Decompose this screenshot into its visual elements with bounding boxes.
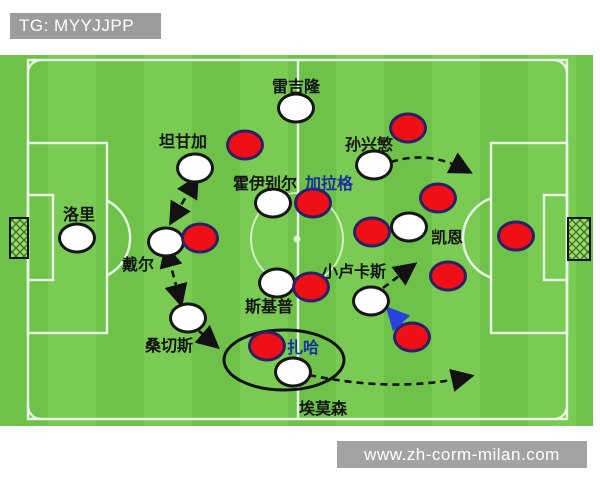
player-zaha[interactable]: [248, 330, 286, 362]
arrow-tanganga-dier: [169, 174, 199, 226]
player-tanganga[interactable]: [176, 152, 214, 184]
player-label-gallagher: 加拉格: [304, 176, 354, 193]
player-red-2[interactable]: [389, 112, 427, 144]
player-reguilon[interactable]: [277, 92, 315, 124]
player-hojbjerg[interactable]: [254, 187, 292, 219]
player-lucas[interactable]: [352, 285, 390, 317]
player-emerson[interactable]: [274, 356, 312, 388]
player-label-kane: 凯恩: [430, 230, 464, 247]
player-red-11[interactable]: [393, 321, 431, 353]
player-label-tanganga: 坦甘加: [158, 134, 208, 151]
player-red-1[interactable]: [226, 129, 264, 161]
player-label-emerson: 埃莫森: [298, 401, 348, 418]
player-red-4[interactable]: [181, 222, 219, 254]
player-lloris[interactable]: [58, 222, 96, 254]
player-label-skipp: 斯基普: [244, 299, 294, 316]
goal-left: [9, 217, 29, 259]
arrow-dier-sanchez: [159, 243, 188, 308]
center-spot: [293, 235, 301, 243]
player-red-6[interactable]: [353, 216, 391, 248]
player-kane[interactable]: [390, 211, 428, 243]
player-label-dier: 戴尔: [121, 257, 155, 274]
player-label-reguilon: 雷吉隆: [271, 79, 321, 96]
watermark-bottom: www.zh-corm-milan.com: [337, 441, 587, 468]
player-red-7[interactable]: [497, 220, 535, 252]
player-skipp[interactable]: [258, 267, 296, 299]
player-label-zaha: 扎哈: [286, 340, 320, 357]
player-red-8[interactable]: [429, 260, 467, 292]
highlight-ellipse: [222, 328, 346, 392]
player-son[interactable]: [355, 149, 393, 181]
player-label-hojbjerg: 霍伊别尔: [232, 176, 298, 193]
arrow-son-run: [390, 152, 473, 174]
arrow-sanchez-down: [194, 324, 220, 350]
player-label-lloris: 洛里: [62, 207, 96, 224]
player-gallagher[interactable]: [294, 187, 332, 219]
player-red-9[interactable]: [292, 271, 330, 303]
player-label-lucas: 小卢卡斯: [321, 264, 387, 281]
goal-right: [567, 217, 591, 261]
player-label-son: 孙兴慜: [344, 137, 394, 154]
arrow-lucas-run: [382, 262, 418, 290]
player-red-5[interactable]: [419, 182, 457, 214]
player-sanchez[interactable]: [169, 302, 207, 334]
watermark-top: TG: MYYJJPP: [10, 13, 161, 39]
player-label-sanchez: 桑切斯: [144, 338, 194, 355]
